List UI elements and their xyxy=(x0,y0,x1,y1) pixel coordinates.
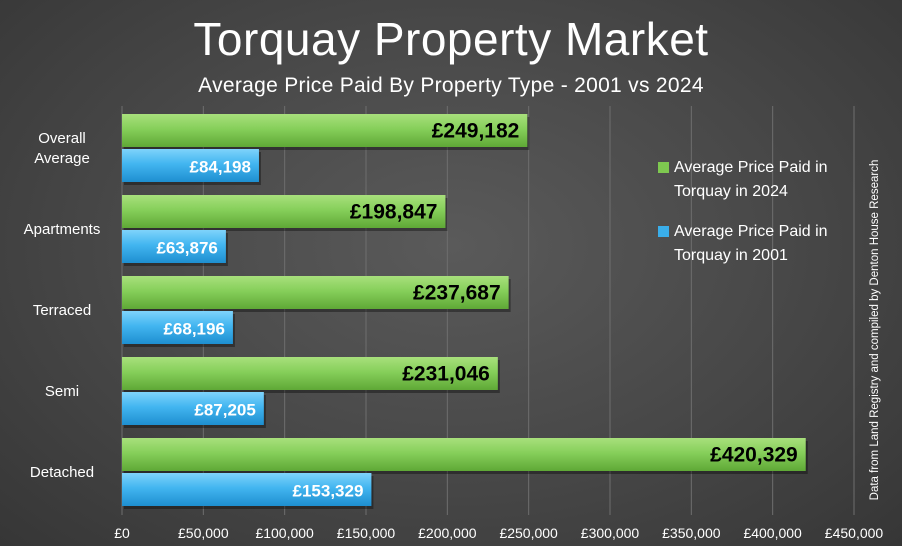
category-label: Semi xyxy=(45,383,79,400)
bar-2024 xyxy=(122,195,446,228)
bar-2001 xyxy=(122,473,372,506)
bar-layer: £249,182 £84,198 £198,847 £63,876 £237,687 £6… xyxy=(122,114,808,509)
data-source-credit: Data from Land Registry and compiled by … xyxy=(869,159,881,501)
bar-2024 xyxy=(122,438,806,471)
x-tick-label: £250,000 xyxy=(499,525,558,541)
category-label: Terraced xyxy=(33,302,91,319)
bar-2001 xyxy=(122,230,226,263)
x-tick-label: £300,000 xyxy=(581,525,640,541)
chart-title: Torquay Property Market xyxy=(193,13,709,65)
category-label: Detached xyxy=(30,464,94,481)
x-tick-label: £200,000 xyxy=(418,525,477,541)
x-tick-label: £100,000 xyxy=(255,525,314,541)
data-label: £63,876 xyxy=(156,239,217,258)
bar-2001 xyxy=(122,311,233,344)
x-tick-label: £400,000 xyxy=(743,525,802,541)
bar-2024 xyxy=(122,114,528,147)
bar-2001 xyxy=(122,149,259,182)
category-labels: Overall Average Apartments Terraced Semi Deta… xyxy=(24,130,101,481)
x-tick-label: £450,000 xyxy=(825,525,884,541)
legend-swatch xyxy=(658,162,669,173)
bar-2001 xyxy=(122,392,264,425)
chart-subtitle: Average Price Paid By Property Type - 20… xyxy=(198,74,704,97)
data-label: £198,847 xyxy=(350,201,438,224)
data-label: £420,329 xyxy=(710,444,798,467)
data-label: £153,329 xyxy=(293,482,364,501)
data-label: £84,198 xyxy=(190,158,251,177)
x-tick-label: £350,000 xyxy=(662,525,721,541)
category-label: Apartments xyxy=(24,221,101,238)
legend-label: Average Price Paid in Torquay in 2024 xyxy=(674,159,828,200)
x-tick-label: £0 xyxy=(114,525,130,541)
legend: Average Price Paid in Torquay in 2024 Aver… xyxy=(658,159,828,264)
x-tick-label: £50,000 xyxy=(178,525,229,541)
bar-2024 xyxy=(122,357,498,390)
legend-label: Average Price Paid in Torquay in 2001 xyxy=(674,223,828,264)
x-tick-label: £150,000 xyxy=(337,525,396,541)
bar-2024 xyxy=(122,276,509,309)
category-label: Overall Average xyxy=(34,130,90,167)
data-label: £231,046 xyxy=(402,363,490,386)
x-axis-ticks: £0 £50,000 £100,000 £150,000 £200,000 £250,00… xyxy=(114,525,883,541)
data-label: £87,205 xyxy=(194,401,255,420)
data-label: £68,196 xyxy=(163,320,224,339)
data-label: £237,687 xyxy=(413,282,501,305)
data-label: £249,182 xyxy=(432,120,520,143)
legend-swatch xyxy=(658,226,669,237)
